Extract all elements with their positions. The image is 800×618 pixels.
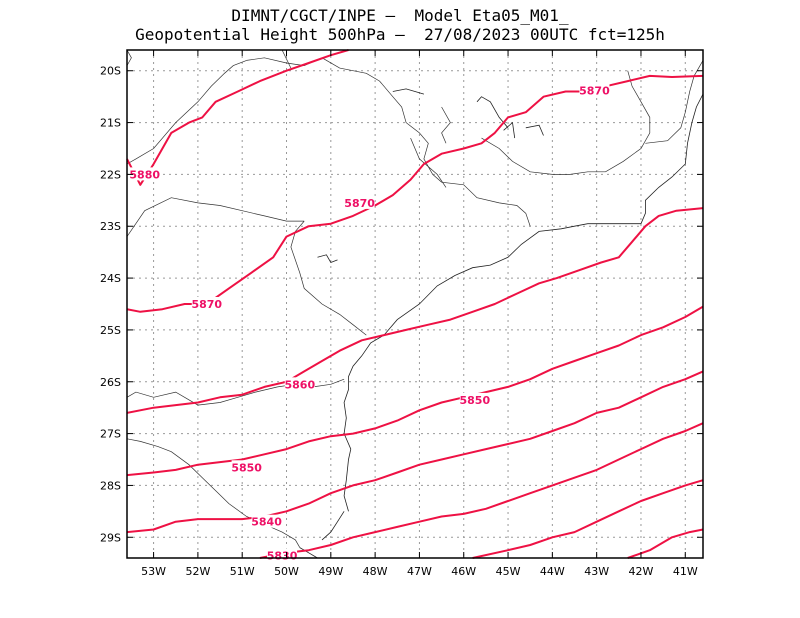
coastline [476,96,509,129]
x-tick-label: 47W [407,565,432,578]
x-tick-label: 53W [141,565,166,578]
state-border [481,70,651,175]
contour-5820 [472,479,704,559]
coastline [321,511,345,541]
state-border [281,49,292,69]
state-border [126,197,305,237]
y-tick-label: 22S [100,168,121,181]
x-tick-label: 42W [629,565,654,578]
contour-label-bg [284,377,315,391]
chart-title-line-1: DIMNT/CGCT/INPE – Model Eta05_M01_ [231,6,569,25]
x-tick-label: 44W [540,565,565,578]
contour-label: 5840 [251,516,282,529]
contour-label: 5870 [191,298,222,311]
contour-label-bg [231,460,262,474]
y-tick-label: 24S [100,272,121,285]
contour-label-bg [191,297,222,310]
contour-label: 5880 [129,168,160,181]
coastline [392,88,425,95]
contour-label: 5830 [267,549,298,562]
x-tick-label: 46W [451,565,476,578]
gridlines [127,50,703,558]
contour-5810 [627,528,704,559]
contour-label: 5870 [579,84,610,97]
state-border [645,60,704,144]
y-tick-label: 21S [100,117,121,130]
chart-title: DIMNT/CGCT/INPE – Model Eta05_M01_ Geopo… [0,6,800,44]
contour-label: 5850 [460,394,491,407]
x-tick-label: 48W [363,565,388,578]
state-border [126,438,301,548]
contour-5830 [259,422,704,559]
contour-label-bg [129,167,160,181]
y-tick-label: 20S [100,65,121,78]
contour-label-bg [459,392,490,406]
axis-ticks: 53W 52W 51W 50W 49W 48W 47W 46W 45W 44W 43W 42W 41W 2… [100,50,703,578]
x-tick-label: 50W [274,565,299,578]
state-border [290,220,367,336]
contour-labels: 5880 5870 5870 5870 5860 5850 5850 5840 5830 [129,83,610,562]
coastline [299,547,318,559]
x-tick-label: 41W [673,565,698,578]
x-tick-label: 51W [230,565,255,578]
contour-label-bg [251,514,282,528]
contour-5840 [126,370,704,534]
coastline [317,254,338,263]
coastline [343,93,704,512]
y-tick-label: 29S [100,531,121,544]
coastline [525,124,544,136]
state-border [441,106,451,144]
x-tick-label: 52W [185,565,210,578]
state-border [410,137,447,188]
x-tick-label: 45W [496,565,521,578]
plot-frame [126,49,704,559]
y-tick-label: 26S [100,376,121,389]
y-tick-label: 25S [100,324,121,337]
y-tick-label: 28S [100,479,121,492]
contour-5850 [126,305,704,477]
contour-label-bg [344,195,375,209]
contour-5880 [126,49,349,186]
contour-label-bg [579,83,610,97]
contour-label: 5860 [284,378,315,391]
y-tick-label: 27S [100,428,121,441]
contour-5870 [126,74,704,313]
state-border [126,49,132,66]
geographic-boundaries [126,49,704,559]
y-tick-label: 23S [100,220,121,233]
contour-5860 [126,207,704,414]
state-border [126,60,247,165]
coastline [503,121,516,139]
chart-title-line-2: Geopotential Height 500hPa – 27/08/2023 … [135,25,665,44]
contour-label: 5870 [344,197,375,210]
contour-label: 5850 [231,461,262,474]
x-tick-label: 43W [584,565,609,578]
x-tick-label: 49W [318,565,343,578]
